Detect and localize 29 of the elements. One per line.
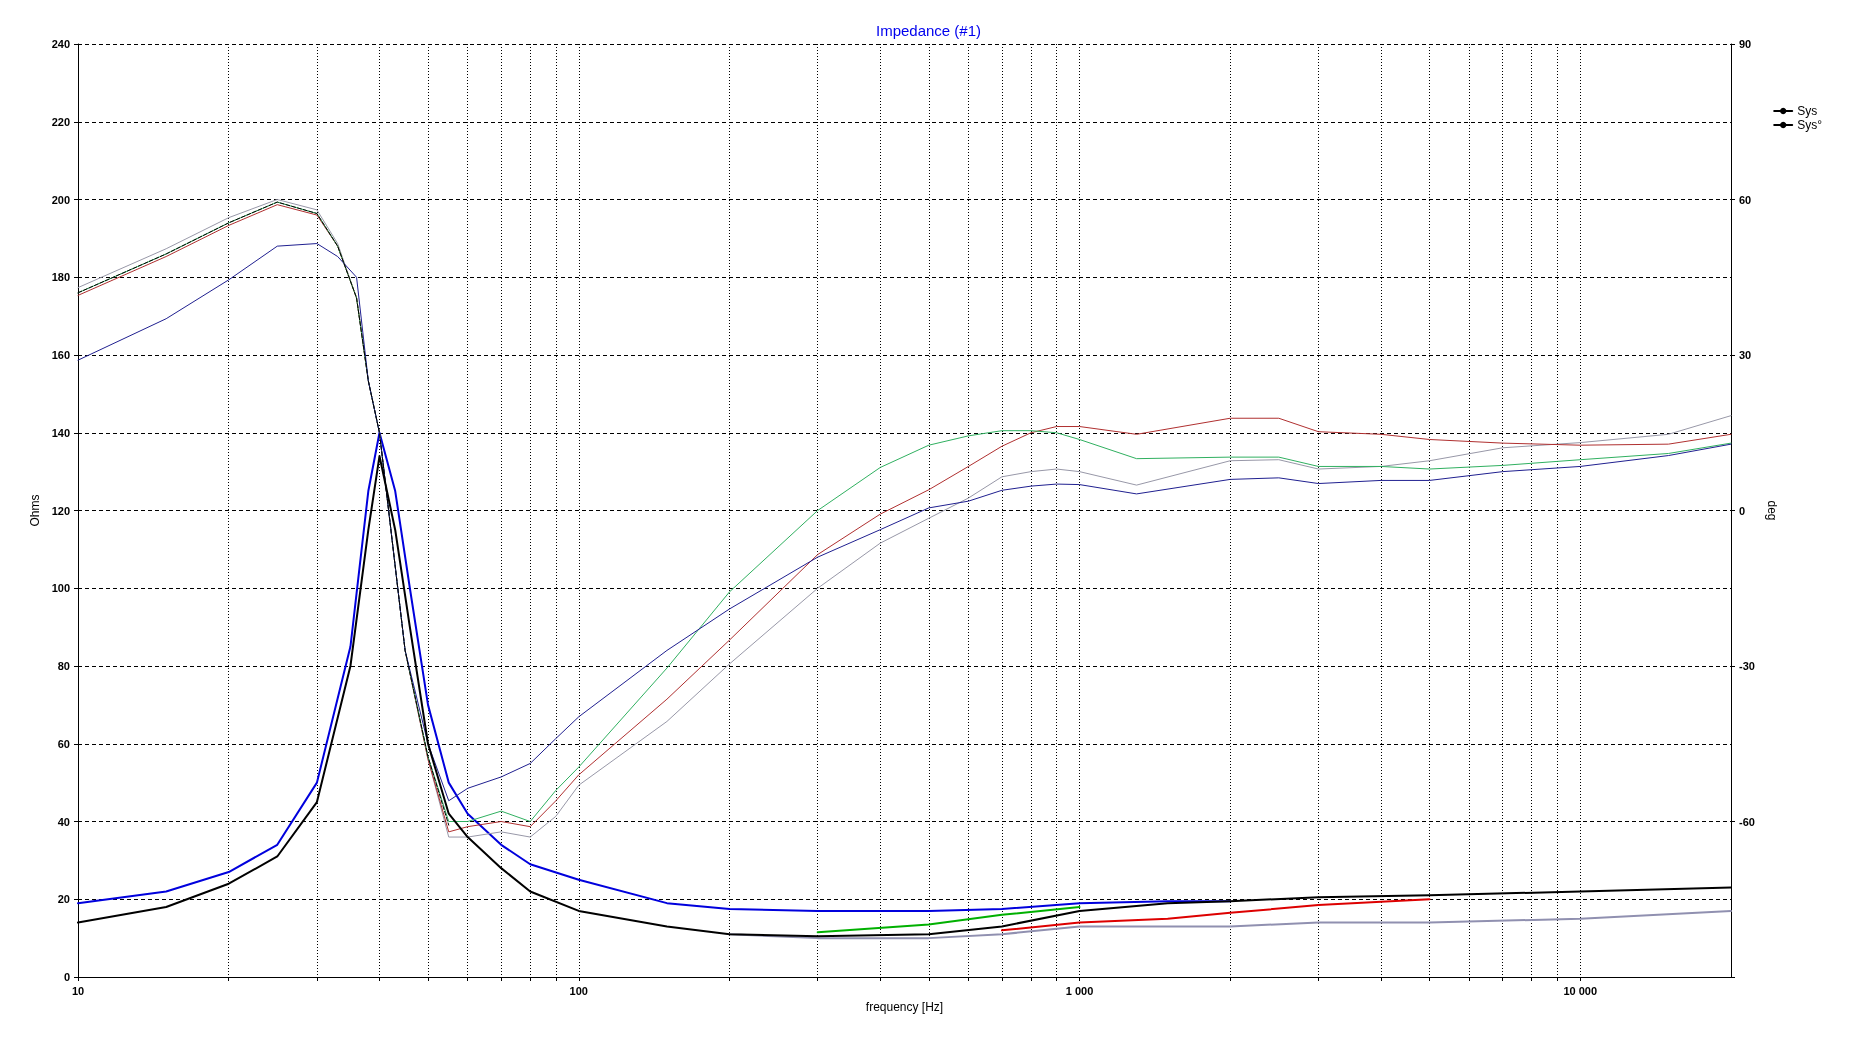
y2-tick-label: -60 (1739, 815, 1755, 828)
legend-label: Sys (1797, 104, 1818, 118)
y-tick-label: 180 (51, 271, 70, 284)
y-tick-label: 100 (51, 582, 70, 595)
y2-tick-label: 90 (1739, 38, 1752, 50)
y2-axis-title: deg (1764, 500, 1779, 521)
y2-tick-label: 60 (1739, 193, 1752, 206)
y-tick-label: 80 (57, 660, 70, 672)
x-tick-label: 10 000 (1563, 984, 1598, 997)
y-tick-label: 0 (63, 971, 70, 983)
y-tick-label: 160 (51, 349, 70, 361)
legend-label: Sys° (1797, 118, 1823, 132)
y-tick-label: 240 (51, 38, 70, 50)
y-tick-label: 140 (51, 426, 70, 439)
y-tick-label: 220 (51, 115, 70, 128)
y-axis-title: Ohms (27, 494, 42, 527)
y-tick-label: 20 (57, 893, 70, 906)
y2-tick-label: -30 (1739, 660, 1755, 672)
y-tick-label: 120 (51, 504, 70, 517)
chart-title: Impedance (#1) (875, 22, 982, 39)
y-tick-label: 200 (51, 193, 70, 206)
y-tick-label: 60 (57, 737, 70, 750)
y2-tick-label: 0 (1739, 504, 1746, 517)
x-tick-label: 1 000 (1065, 984, 1094, 997)
y-tick-label: 40 (57, 815, 70, 828)
y2-tick-label: 30 (1739, 349, 1752, 361)
x-axis-title: frequency [Hz] (865, 1000, 944, 1014)
x-tick-label: 10 (71, 984, 85, 997)
x-tick-label: 100 (569, 984, 588, 997)
